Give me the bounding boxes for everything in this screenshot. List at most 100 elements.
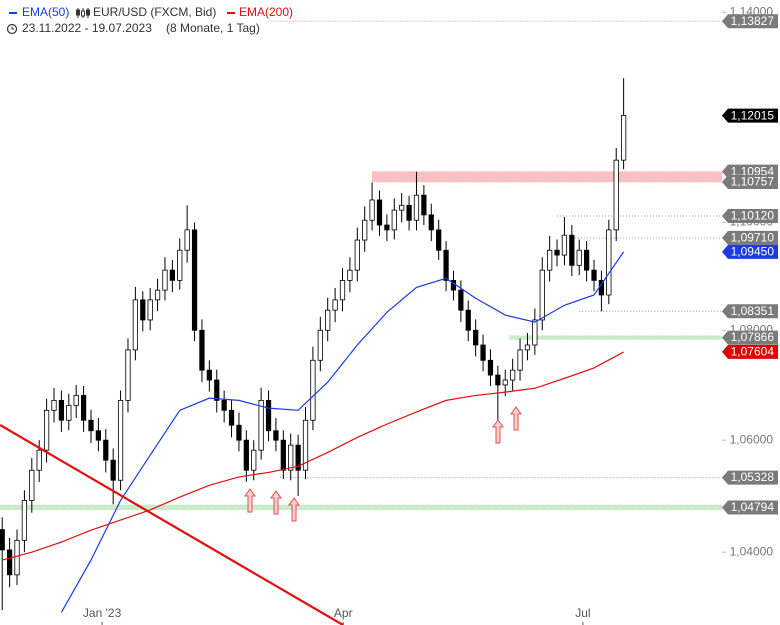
candle-body [236,424,242,441]
candle-body [332,299,338,311]
candle [517,338,523,381]
ema-line [2,351,624,561]
candle [436,219,442,260]
candle-body [258,399,264,451]
candle-body [169,269,175,281]
candle-body [95,430,102,441]
candle-body [80,395,87,421]
candle-body [524,344,531,351]
candle-body [265,399,272,432]
price-label: 1,10757 [731,175,775,189]
candle-body [191,229,198,331]
price-label: 1,10120 [731,209,775,223]
candle-body [473,329,479,346]
candle [428,203,434,242]
candle [547,235,553,282]
candle-body [36,449,42,471]
candle [29,457,35,513]
candle-body [465,309,471,331]
candle [406,195,412,231]
candle [569,225,575,277]
price-box [722,208,778,223]
candle-body [317,329,323,361]
candle-body [243,439,249,471]
candle-body [613,159,619,231]
candle-body [184,229,190,251]
price-box [722,108,778,123]
candle-body [199,329,205,371]
candle [354,227,360,282]
candle-body [206,369,212,381]
candle [325,297,331,342]
candle [347,257,353,293]
candle-body [14,539,20,576]
candle [532,308,538,355]
candle [606,219,612,305]
candle-body [302,419,309,471]
candle [21,490,28,553]
candle [265,390,272,442]
legend-label: EMA(50) [22,5,69,19]
candle [576,239,582,276]
candle-body [539,269,545,321]
price-label: 1,09710 [731,231,775,245]
candle-body [547,249,553,271]
candle-body [428,214,434,231]
candle-body [162,269,168,291]
candle-body [110,459,116,481]
candle-body [0,529,5,551]
candle [73,384,79,419]
legend-label: EMA(200) [239,5,293,19]
price-axis: 1,040001,060001,080001,100001,120001,140… [722,5,778,558]
candle [332,287,338,323]
candle-body [561,234,568,256]
candle [95,418,102,452]
candle-body [584,249,590,271]
candle-body [147,299,153,321]
candle-body [29,469,35,501]
up-arrow [492,419,504,444]
candle-body [117,399,124,481]
candle [117,390,124,491]
candle-body [576,249,582,266]
candle [103,429,109,473]
candle [561,217,568,266]
candle [591,259,597,292]
candle-body [88,419,94,432]
candle [376,190,383,236]
candle [125,338,131,413]
candle-body [421,194,427,216]
price-box [722,14,778,29]
trend-line [0,424,344,625]
candle [362,206,368,252]
candle-body [369,199,375,221]
candle [184,205,190,263]
candle-body [6,549,13,576]
price-label: 1,07866 [731,330,775,344]
candle [620,78,627,170]
candle-body [251,449,257,471]
x-tick-label: Apr [334,606,353,620]
candle-body [177,249,183,281]
price-box [722,500,778,515]
candle [369,182,375,231]
candle [80,386,87,432]
candle [6,538,13,588]
price-label: 1,10954 [731,164,775,178]
candle [391,198,397,240]
candle [480,334,486,372]
candle-body [591,269,597,281]
candle [110,448,116,505]
zone [0,504,723,511]
candle [132,286,138,361]
candle-body [347,269,353,281]
candle [458,280,464,323]
price-label: 1,12015 [731,108,775,122]
period: (8 Monate, 1 Tag) [166,21,260,35]
candle-body [406,204,412,221]
candle-body [606,229,612,296]
candle-body [132,299,138,351]
candle [598,270,605,312]
candle-body [362,219,368,241]
